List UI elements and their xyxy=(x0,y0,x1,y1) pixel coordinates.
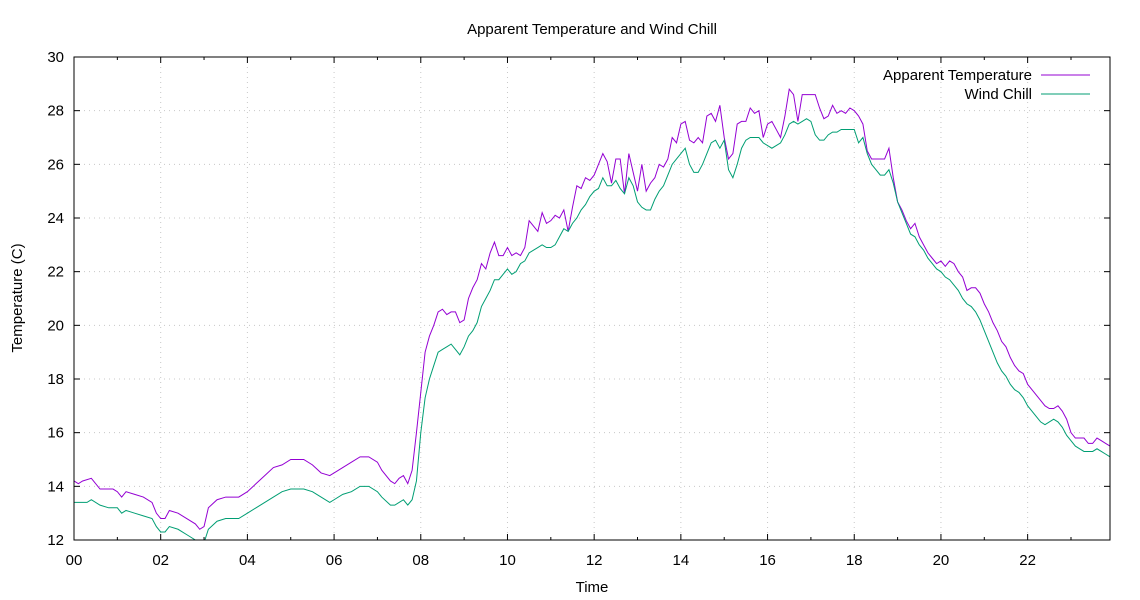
x-tick-label: 02 xyxy=(152,552,169,569)
y-tick-label: 20 xyxy=(47,317,64,334)
x-tick-label: 16 xyxy=(759,552,776,569)
y-tick-label: 14 xyxy=(47,478,64,495)
x-tick-label: 22 xyxy=(1019,552,1036,569)
x-axis-label: Time xyxy=(576,579,609,596)
y-axis-label: Temperature (C) xyxy=(9,243,26,352)
y-tick-label: 26 xyxy=(47,156,64,173)
legend: Apparent Temperature Wind Chill xyxy=(883,67,1090,103)
x-tick-label: 12 xyxy=(586,552,603,569)
plot-frame xyxy=(73,56,1111,541)
x-axis: 00 02 04 06 08 10 12 14 16 18 20 22 xyxy=(66,57,1072,569)
y-tick-label: 24 xyxy=(47,210,64,227)
x-tick-label: 18 xyxy=(846,552,863,569)
series-line-wind-chill xyxy=(74,118,1110,540)
x-tick-label: 00 xyxy=(66,552,83,569)
y-axis: 12 14 16 18 20 22 24 26 28 30 xyxy=(47,49,1110,549)
series-line-apparent-temperature xyxy=(74,88,1110,530)
chart-title: Apparent Temperature and Wind Chill xyxy=(467,21,717,38)
y-tick-label: 30 xyxy=(47,49,64,66)
x-tick-label: 20 xyxy=(933,552,950,569)
x-tick-label: 14 xyxy=(673,552,690,569)
x-tick-label: 08 xyxy=(412,552,429,569)
x-tick-label: 10 xyxy=(499,552,516,569)
legend-label: Apparent Temperature xyxy=(883,67,1032,84)
series-lines xyxy=(74,88,1110,540)
y-tick-label: 22 xyxy=(47,264,64,281)
legend-label: Wind Chill xyxy=(964,86,1032,103)
y-tick-label: 18 xyxy=(47,371,64,388)
x-tick-label: 04 xyxy=(239,552,256,569)
y-tick-label: 28 xyxy=(47,103,64,120)
y-tick-label: 16 xyxy=(47,425,64,442)
grid-lines xyxy=(74,57,1110,540)
y-tick-label: 12 xyxy=(47,532,64,549)
x-tick-label: 06 xyxy=(326,552,343,569)
